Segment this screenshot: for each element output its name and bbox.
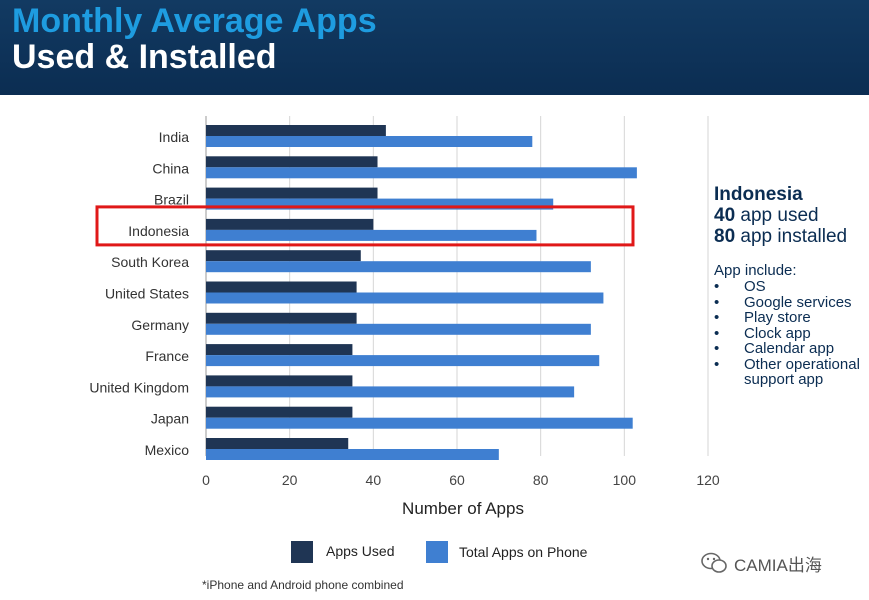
bar-apps-used <box>206 344 353 356</box>
bar-apps-used <box>206 438 349 449</box>
legend: Apps Used Total Apps on Phone <box>291 541 588 563</box>
bar-chart: India China Brazil Indonesia South Korea Unit… <box>89 116 720 592</box>
category-labels: India China Brazil Indonesia South Korea Unit… <box>89 129 189 458</box>
category-label: China <box>152 160 189 176</box>
bar-total-apps <box>206 229 537 241</box>
apps-include-list: OS Google services Play store Clock app … <box>714 279 869 388</box>
bar-apps-used <box>206 281 357 293</box>
bar-total-apps <box>206 292 604 304</box>
bar-total-apps <box>206 449 499 460</box>
category-label: Germany <box>131 317 189 333</box>
x-tick-label: 100 <box>613 472 637 488</box>
indonesia-summary-panel: Indonesia 40 app used 80 app installed A… <box>714 184 869 388</box>
x-axis-label: Number of Apps <box>402 499 524 518</box>
bar-apps-used <box>206 156 378 168</box>
bar-total-apps <box>206 136 533 147</box>
summary-country: Indonesia <box>714 184 803 205</box>
category-label: Mexico <box>145 442 190 458</box>
apps-include-item: Google services <box>714 294 869 311</box>
legend-label-apps-used: Apps Used <box>326 543 394 559</box>
legend-label-total-apps: Total Apps on Phone <box>459 544 588 560</box>
bar-total-apps <box>206 355 600 367</box>
apps-include-item: Play store <box>714 310 869 326</box>
page-title: Monthly Average Apps <box>12 2 377 40</box>
x-tick-label: 20 <box>282 472 298 488</box>
bar-total-apps <box>206 167 637 179</box>
apps-include-item: Calendar app <box>714 341 869 357</box>
category-label: United States <box>105 286 189 302</box>
summary-used-text: app used <box>740 205 819 226</box>
watermark-text: CAMIA出海 <box>734 555 822 575</box>
legend-swatch-apps-used <box>291 541 313 563</box>
bars <box>206 125 637 460</box>
summary-installed-text: app installed <box>740 226 848 247</box>
category-label: South Korea <box>111 254 189 270</box>
bar-apps-used <box>206 250 361 262</box>
apps-include-item: Clock app <box>714 325 869 342</box>
bar-apps-used <box>206 187 378 199</box>
summary-used-line: 40 app used <box>714 205 869 226</box>
x-tick-label: 0 <box>202 472 210 488</box>
bar-apps-used <box>206 125 386 136</box>
category-label: United Kingdom <box>89 379 189 395</box>
bar-total-apps <box>206 386 575 398</box>
apps-include-title: App include: <box>714 262 797 279</box>
x-tick-label: 40 <box>366 472 382 488</box>
category-label: France <box>145 348 189 364</box>
legend-swatch-total-apps <box>426 541 448 563</box>
footnote: *iPhone and Android phone combined <box>202 578 404 592</box>
apps-include-item: Other operational support app <box>714 356 869 388</box>
x-tick-label: 80 <box>533 472 549 488</box>
highlight-box <box>95 205 635 247</box>
category-label: India <box>159 129 190 145</box>
bar-total-apps <box>206 323 591 335</box>
summary-used-value: 40 <box>714 205 736 226</box>
summary-installed-value: 80 <box>714 226 736 247</box>
x-tick-label: 120 <box>696 472 720 488</box>
x-tick-labels: 0 20 40 60 80 100 120 <box>202 472 720 488</box>
header-banner: Monthly Average Apps Used & Installed <box>0 0 869 95</box>
bar-apps-used <box>206 312 357 324</box>
apps-include-item: OS <box>714 279 869 295</box>
x-tick-label: 60 <box>449 472 465 488</box>
bar-apps-used <box>206 406 353 418</box>
bar-apps-used <box>206 375 353 387</box>
bar-total-apps <box>206 417 633 429</box>
page-subtitle: Used & Installed <box>12 38 277 76</box>
bar-total-apps <box>206 261 591 273</box>
category-label: Indonesia <box>128 223 189 239</box>
bar-total-apps <box>206 198 554 210</box>
bar-apps-used <box>206 218 374 230</box>
category-label: Japan <box>151 411 189 427</box>
summary-installed-line: 80 app installed <box>714 226 869 247</box>
category-label: Brazil <box>154 192 189 208</box>
watermark: CAMIA出海 <box>700 548 860 578</box>
wechat-icon <box>701 552 727 573</box>
